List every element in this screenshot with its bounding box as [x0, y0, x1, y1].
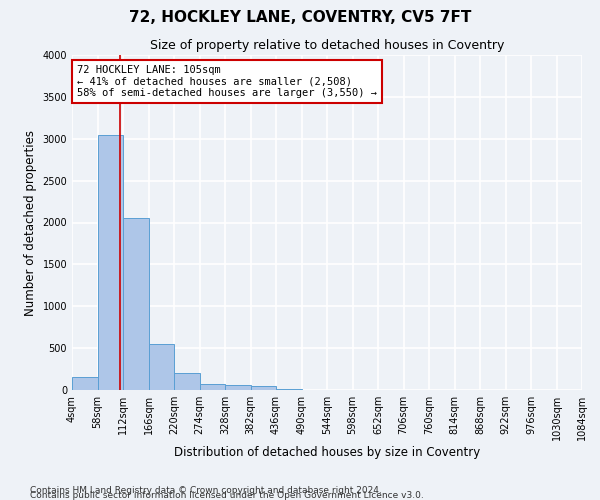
- Y-axis label: Number of detached properties: Number of detached properties: [24, 130, 37, 316]
- Text: Contains HM Land Registry data © Crown copyright and database right 2024.: Contains HM Land Registry data © Crown c…: [30, 486, 382, 495]
- Text: Contains public sector information licensed under the Open Government Licence v3: Contains public sector information licen…: [30, 491, 424, 500]
- Bar: [97, 134, 123, 390]
- Bar: [200, 384, 225, 390]
- Bar: [149, 344, 174, 390]
- Title: Size of property relative to detached houses in Coventry: Size of property relative to detached ho…: [150, 40, 504, 52]
- Bar: [123, 218, 149, 390]
- Bar: [174, 373, 199, 390]
- Bar: [276, 389, 302, 390]
- Text: 72, HOCKLEY LANE, COVENTRY, CV5 7FT: 72, HOCKLEY LANE, COVENTRY, CV5 7FT: [129, 10, 471, 25]
- Text: 72 HOCKLEY LANE: 105sqm
← 41% of detached houses are smaller (2,508)
58% of semi: 72 HOCKLEY LANE: 105sqm ← 41% of detache…: [77, 65, 377, 98]
- X-axis label: Distribution of detached houses by size in Coventry: Distribution of detached houses by size …: [174, 446, 480, 458]
- Bar: [72, 378, 97, 390]
- Bar: [251, 386, 276, 390]
- Bar: [225, 385, 251, 390]
